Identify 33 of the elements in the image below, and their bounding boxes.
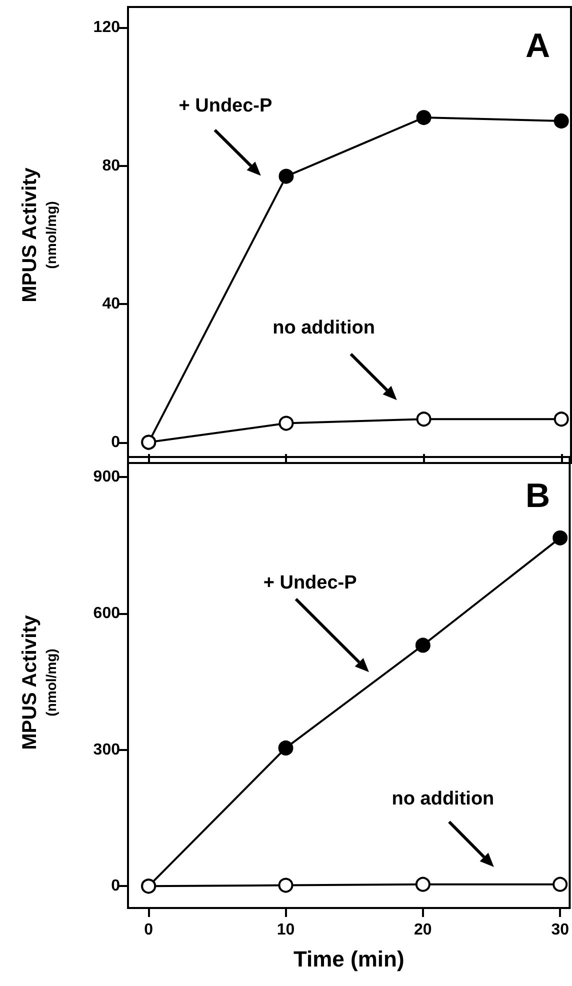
point bbox=[554, 114, 569, 128]
annotation: + Undec-P bbox=[263, 572, 358, 594]
x-tick-label: 20 bbox=[414, 922, 432, 938]
point bbox=[552, 530, 568, 546]
x-tick-label: 30 bbox=[551, 922, 570, 938]
y-tick-label: 0 bbox=[111, 434, 120, 451]
point bbox=[416, 110, 432, 126]
point bbox=[415, 638, 430, 653]
point bbox=[278, 168, 294, 184]
y-tick-label: 80 bbox=[102, 157, 120, 174]
x-axis-title: Time (min) bbox=[293, 946, 404, 972]
point bbox=[416, 412, 432, 427]
point bbox=[415, 876, 430, 892]
y-tick-label: 600 bbox=[93, 604, 120, 622]
annotation: no addition bbox=[272, 318, 375, 339]
point bbox=[278, 416, 294, 431]
y-tick-label: 900 bbox=[93, 468, 120, 486]
point bbox=[552, 876, 568, 892]
y-tick-label: 0 bbox=[111, 878, 120, 895]
x-tick-label: 0 bbox=[144, 922, 154, 938]
annotation: A bbox=[525, 27, 550, 65]
annotation: B bbox=[525, 477, 550, 515]
point bbox=[278, 878, 294, 893]
annotation: no addition bbox=[392, 788, 494, 810]
point bbox=[554, 412, 569, 427]
x-tick-label: 10 bbox=[276, 922, 295, 938]
y-axis-title: MPUS Activity (nmol/mg) bbox=[19, 614, 59, 750]
point bbox=[278, 740, 294, 756]
y-tick-label: 120 bbox=[93, 19, 120, 36]
y-tick-label: 40 bbox=[102, 296, 120, 313]
y-tick-label: 300 bbox=[93, 741, 120, 758]
annotation: + Undec-P bbox=[178, 95, 272, 116]
y-axis-title: MPUS Activity (nmol/mg) bbox=[19, 166, 59, 302]
